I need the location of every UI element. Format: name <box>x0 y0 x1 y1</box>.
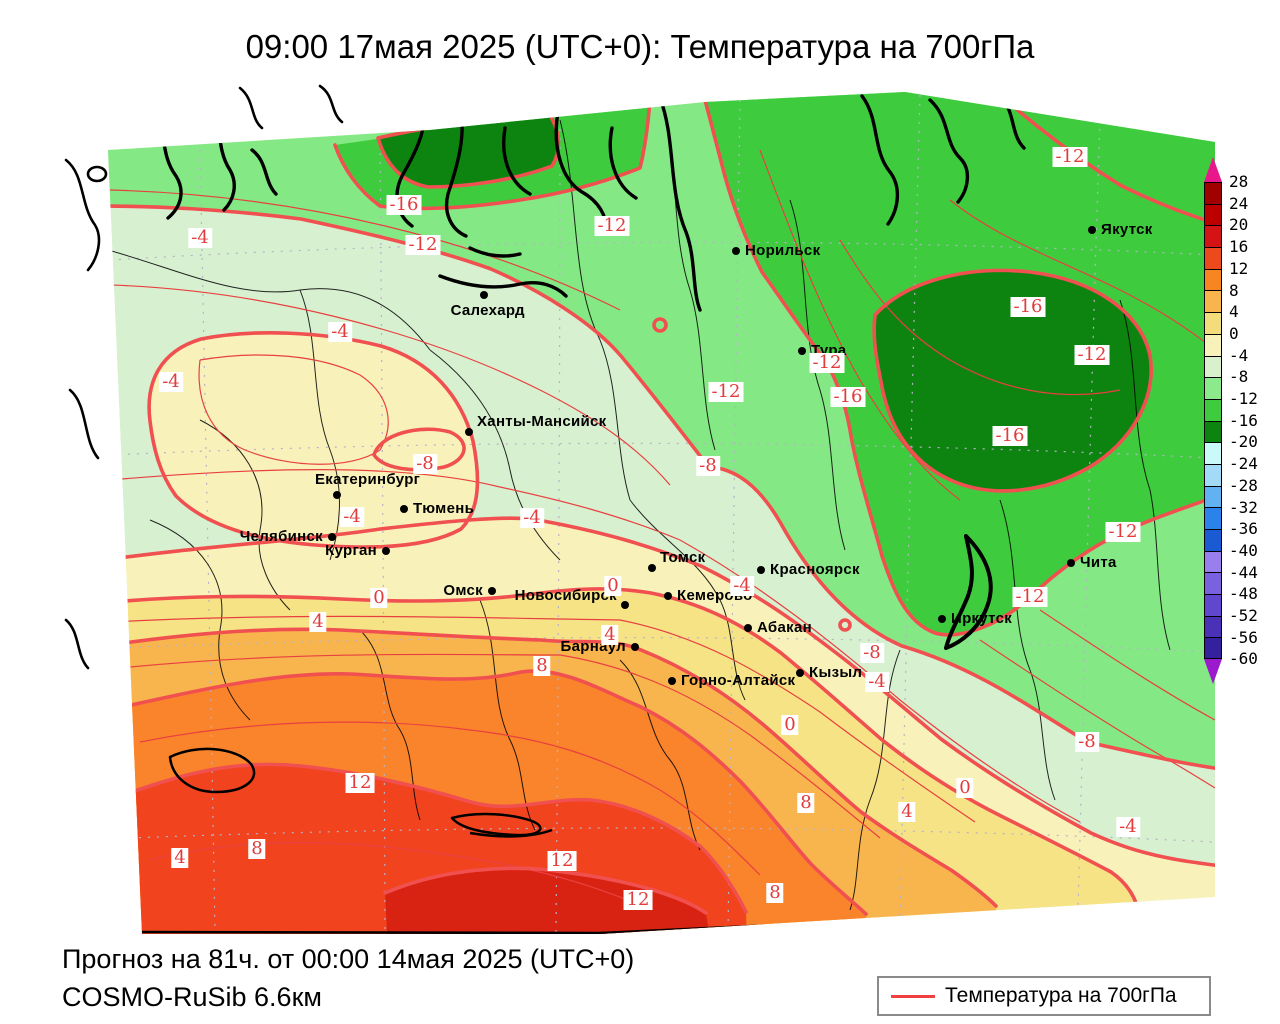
colorbar-tick: -12 <box>1229 389 1258 408</box>
colorbar-tick: -20 <box>1229 432 1258 452</box>
colorbar-tick: -8 <box>1229 367 1249 387</box>
colorbar-tick: 4 <box>1229 302 1239 322</box>
page-title: 09:00 17мая 2025 (UTC+0): Температура на… <box>245 28 1035 65</box>
colorbar-cells <box>1204 182 1274 660</box>
temperature-field <box>108 92 1215 934</box>
colorbar-tick: -44 <box>1229 562 1258 582</box>
colorbar-cell <box>1204 594 1222 616</box>
colorbar-top-arrow <box>1204 157 1222 182</box>
colorbar-cell <box>1204 333 1222 356</box>
colorbar-tick: -48 <box>1229 584 1258 604</box>
colorbar-tick: 12 <box>1229 258 1249 278</box>
colorbar-bottom-arrow <box>1204 659 1222 685</box>
colorbar-cell <box>1204 290 1222 313</box>
colorbar-tick: -28 <box>1229 475 1258 495</box>
colorbar-cell <box>1204 182 1222 204</box>
colorbar-cell <box>1204 507 1222 529</box>
colorbar-tick: 28 <box>1229 172 1249 191</box>
forecast-info: Прогноз на 81ч. от 00:00 14мая 2025 (UTC… <box>62 944 635 974</box>
colorbar-cell <box>1204 225 1222 248</box>
colorbar-tick: -16 <box>1229 410 1258 430</box>
colorbar-tick: 20 <box>1229 215 1249 235</box>
colorbar-cell <box>1204 485 1222 508</box>
colorbar-cell <box>1204 420 1222 443</box>
colorbar-tick: -40 <box>1229 540 1258 560</box>
model-info: COSMO-RuSib 6.6км <box>62 982 322 1012</box>
colorbar-cell <box>1204 637 1222 660</box>
colorbar-tick: -24 <box>1229 454 1258 474</box>
temperature-colorbar: 28 24 20 16 12 8 4 0 -4 -8 -12 -16 -20 -24 -28 -32 -36 -4… <box>1204 157 1274 685</box>
colorbar-cell <box>1204 377 1222 399</box>
colorbar-tick: -36 <box>1229 519 1258 539</box>
colorbar-cell <box>1204 442 1222 464</box>
colorbar-cell <box>1204 312 1222 334</box>
colorbar-tick: -4 <box>1229 345 1249 365</box>
legend-line-sample <box>891 994 935 998</box>
colorbar-tick: -32 <box>1229 497 1258 517</box>
contour-lines-thin <box>109 149 1215 906</box>
colorbar-cell <box>1204 550 1222 573</box>
colorbar-cell <box>1204 247 1222 269</box>
colorbar-cell <box>1204 203 1222 226</box>
colorbar-cell <box>1204 398 1222 421</box>
colorbar-cell <box>1204 615 1222 638</box>
colorbar-cell <box>1204 268 1222 291</box>
outside-coastlines <box>64 84 344 670</box>
colorbar-tick: 24 <box>1229 193 1249 213</box>
colorbar-cell <box>1204 572 1222 595</box>
legend-box: Температура на 700гПа <box>877 976 1211 1016</box>
colorbar-tick: -52 <box>1229 606 1258 625</box>
colorbar-tick: -56 <box>1229 627 1258 647</box>
colorbar-cell <box>1204 463 1222 486</box>
lake-baikal <box>944 534 993 650</box>
colorbar-tick: 8 <box>1229 280 1239 300</box>
colorbar-cell <box>1204 529 1222 551</box>
colorbar-cell <box>1204 355 1222 378</box>
graticule <box>109 94 1215 934</box>
colorbar-tick: 16 <box>1229 237 1249 257</box>
colorbar-tick: 0 <box>1229 323 1239 343</box>
legend-label: Температура на 700гПа <box>945 984 1177 1007</box>
colorbar-tick: -60 <box>1229 649 1258 669</box>
